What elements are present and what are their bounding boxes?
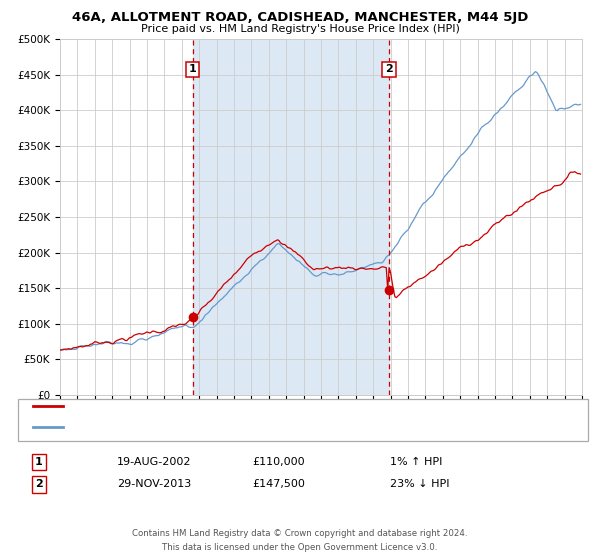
- Text: £110,000: £110,000: [252, 457, 305, 467]
- Text: This data is licensed under the Open Government Licence v3.0.: This data is licensed under the Open Gov…: [163, 543, 437, 552]
- Text: 2: 2: [35, 479, 43, 489]
- Text: 29-NOV-2013: 29-NOV-2013: [117, 479, 191, 489]
- Text: Contains HM Land Registry data © Crown copyright and database right 2024.: Contains HM Land Registry data © Crown c…: [132, 529, 468, 538]
- Text: 19-AUG-2002: 19-AUG-2002: [117, 457, 191, 467]
- Text: 1% ↑ HPI: 1% ↑ HPI: [390, 457, 442, 467]
- Text: 1: 1: [35, 457, 43, 467]
- Text: 1: 1: [189, 64, 197, 74]
- Text: 2: 2: [385, 64, 393, 74]
- Text: HPI: Average price, detached house, Salford: HPI: Average price, detached house, Salf…: [69, 422, 289, 432]
- Text: Price paid vs. HM Land Registry's House Price Index (HPI): Price paid vs. HM Land Registry's House …: [140, 24, 460, 34]
- Bar: [193, 39, 389, 395]
- Text: 46A, ALLOTMENT ROAD, CADISHEAD, MANCHESTER, M44 5JD: 46A, ALLOTMENT ROAD, CADISHEAD, MANCHEST…: [72, 11, 528, 24]
- Text: £147,500: £147,500: [252, 479, 305, 489]
- Text: 23% ↓ HPI: 23% ↓ HPI: [390, 479, 449, 489]
- Text: 46A, ALLOTMENT ROAD, CADISHEAD, MANCHESTER, M44 5JD (detached house): 46A, ALLOTMENT ROAD, CADISHEAD, MANCHEST…: [69, 401, 466, 411]
